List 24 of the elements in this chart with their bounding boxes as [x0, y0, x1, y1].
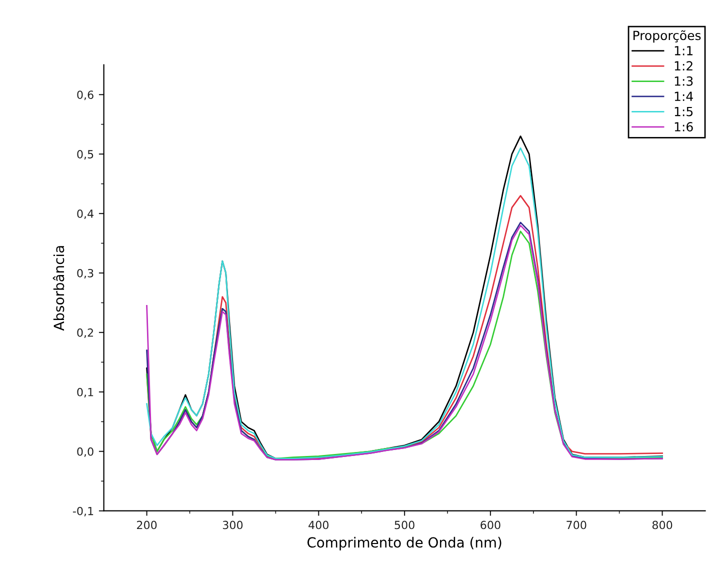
x-tick-label: 800 — [652, 520, 672, 530]
legend-label: 1:4 — [674, 92, 693, 101]
y-tick-label: 0,6 — [77, 90, 94, 100]
legend-title: Proporções — [634, 30, 701, 43]
legend-label: 1:2 — [674, 61, 692, 70]
y-tick-label: 0,1 — [77, 388, 94, 398]
legend-label: 1:6 — [674, 122, 693, 132]
x-tick-label: 500 — [394, 520, 414, 530]
y-tick-label: 0,2 — [77, 328, 93, 338]
y-axis-title: Absorbância — [52, 246, 64, 331]
legend-label: 1:5 — [674, 106, 693, 116]
legend-label: 1:3 — [674, 76, 693, 86]
x-tick-label: 300 — [222, 520, 243, 530]
x-axis-title: Comprimento de Onda (nm) — [307, 536, 502, 550]
y-tick-label: 0,0 — [77, 447, 94, 457]
x-tick-label: 700 — [566, 520, 586, 530]
x-tick-label: 400 — [308, 520, 328, 530]
y-tick-label: 0,3 — [77, 268, 94, 279]
legend-label: 1:1 — [674, 46, 692, 56]
y-tick-label: 0,4 — [77, 210, 94, 220]
x-tick-label: 600 — [480, 520, 500, 530]
y-tick-label: 0,5 — [77, 150, 94, 160]
y-tick-label: -0,1 — [72, 506, 94, 516]
x-tick-label: 200 — [136, 520, 157, 530]
